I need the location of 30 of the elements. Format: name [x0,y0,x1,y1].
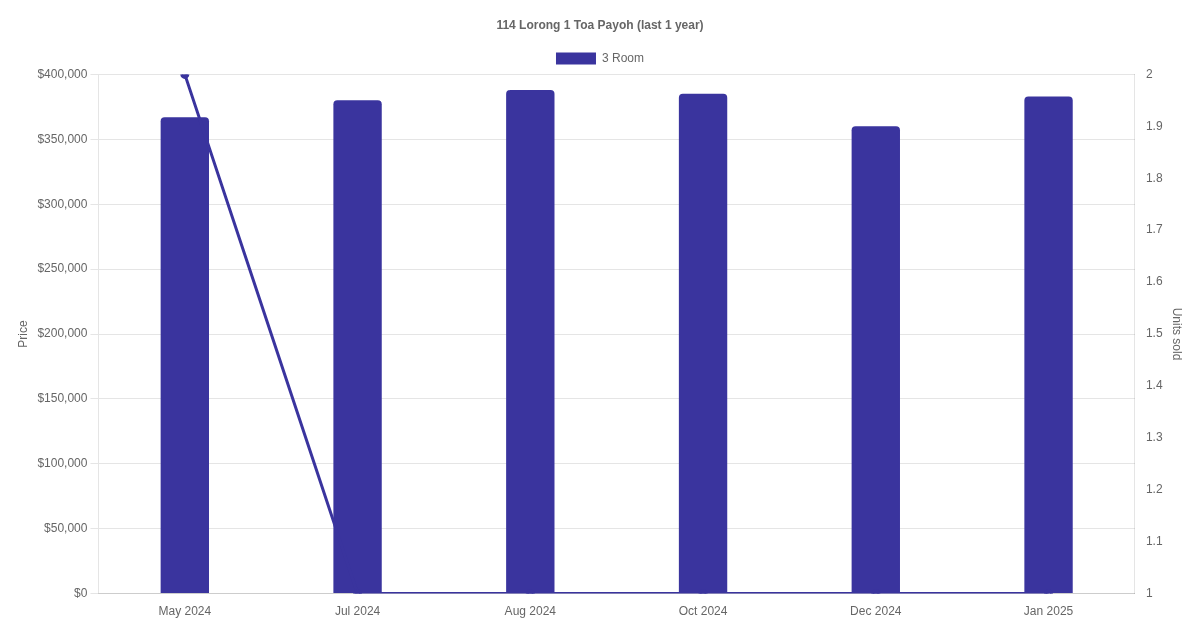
y2-tick-label: 1.5 [1145,326,1163,341]
y2-axis-title: Units sold [1170,307,1185,361]
y2-tick-label: 1.3 [1145,430,1163,445]
x-tick-label: Dec 2024 [850,604,902,619]
x-tick-label: Jul 2024 [334,604,381,619]
y-tick-label: $300,000 [37,196,88,211]
y-tick-label: $350,000 [37,131,88,146]
y-axis-title: Price [15,320,30,348]
x-tick-label: Jan 2025 [1023,604,1074,619]
y2-tick-label: 2 [1145,66,1153,81]
legend-label: 3 Room [601,50,645,65]
y-tick-label: $0 [74,585,88,600]
y-tick-label: $250,000 [37,261,88,276]
y-tick-label: $50,000 [44,521,88,536]
y-tick-label: $200,000 [37,326,88,341]
y-tick-label: $150,000 [37,391,88,406]
y2-tick-label: 1.2 [1145,482,1163,497]
y2-tick-label: 1.8 [1145,170,1163,185]
y2-tick-label: 1.9 [1145,118,1163,133]
y2-tick-label: 1.7 [1145,222,1163,237]
y2-tick-label: 1.1 [1145,533,1163,548]
x-tick-label: Oct 2024 [678,604,728,619]
x-tick-label: May 2024 [158,604,212,619]
chart-title: 114 Lorong 1 Toa Payoh (last 1 year) [496,17,704,32]
y2-tick-label: 1.6 [1145,274,1163,289]
y-tick-label: $400,000 [37,66,88,81]
y-tick-label: $100,000 [37,456,88,471]
x-tick-label: Aug 2024 [504,604,557,619]
y2-tick-label: 1.4 [1145,378,1163,393]
y2-tick-label: 1 [1145,585,1153,600]
